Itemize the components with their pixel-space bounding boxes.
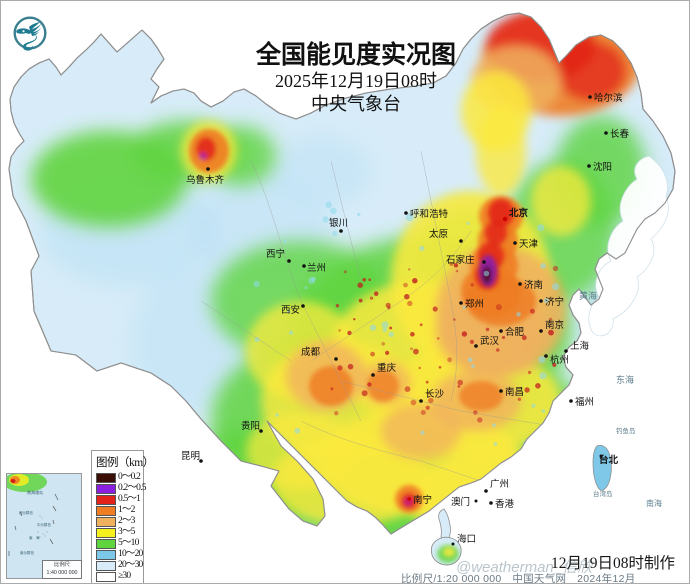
svg-text:香港: 香港 [495, 498, 515, 510]
svg-text:2025年12月19日08时: 2025年12月19日08时 [275, 71, 437, 91]
svg-text:广州: 广州 [490, 478, 509, 490]
svg-text:南沙群岛: 南沙群岛 [20, 550, 34, 555]
svg-text:中沙群岛: 中沙群岛 [37, 522, 51, 527]
svg-text:南宁: 南宁 [413, 494, 432, 506]
svg-text:钓鱼岛: 钓鱼岛 [616, 426, 636, 435]
svg-text:南海: 南海 [646, 498, 662, 508]
svg-text:澳门: 澳门 [451, 496, 470, 508]
svg-text:重庆: 重庆 [377, 362, 397, 374]
svg-text:济南: 济南 [524, 279, 543, 291]
svg-text:南昌: 南昌 [505, 386, 524, 398]
svg-text:东海: 东海 [616, 374, 634, 385]
svg-text:海口: 海口 [457, 533, 476, 545]
svg-text:郑州: 郑州 [465, 298, 484, 310]
svg-text:银川: 银川 [329, 217, 348, 229]
svg-text:台北: 台北 [599, 454, 619, 466]
svg-text:西安: 西安 [281, 304, 300, 316]
svg-text:杭州: 杭州 [550, 354, 569, 366]
svg-text:沈阳: 沈阳 [593, 161, 612, 173]
svg-text:黄海: 黄海 [579, 290, 597, 301]
svg-text:南海诸岛: 南海诸岛 [27, 489, 43, 495]
svg-text:台湾岛: 台湾岛 [593, 489, 613, 498]
svg-text:福州: 福州 [575, 396, 594, 408]
svg-text:武汉: 武汉 [480, 335, 500, 347]
svg-text:石家庄: 石家庄 [446, 254, 475, 266]
svg-text:北京: 北京 [509, 207, 529, 219]
svg-text:兰州: 兰州 [307, 262, 326, 274]
svg-text:合肥: 合肥 [505, 326, 525, 338]
svg-text:上海: 上海 [570, 340, 590, 352]
svg-text:太原: 太原 [429, 228, 448, 240]
svg-text:长沙: 长沙 [425, 388, 445, 400]
svg-text:哈尔滨: 哈尔滨 [594, 92, 623, 104]
svg-text:全国能见度实况图: 全国能见度实况图 [255, 40, 456, 69]
svg-text:天津: 天津 [519, 239, 539, 250]
svg-text:中央气象台: 中央气象台 [311, 94, 401, 114]
svg-text:西宁: 西宁 [266, 248, 285, 260]
svg-text:济宁: 济宁 [545, 296, 564, 308]
svg-text:乌鲁木齐: 乌鲁木齐 [186, 174, 225, 186]
svg-text:贵阳: 贵阳 [241, 420, 260, 432]
svg-text:呼和浩特: 呼和浩特 [410, 208, 449, 220]
svg-text:昆明: 昆明 [181, 451, 200, 462]
svg-text:南 海: 南 海 [29, 535, 40, 540]
svg-text:成都: 成都 [301, 346, 321, 358]
svg-text:南京: 南京 [545, 319, 564, 331]
svg-text:长春: 长春 [610, 128, 630, 140]
svg-text:西沙群岛: 西沙群岛 [19, 510, 33, 515]
